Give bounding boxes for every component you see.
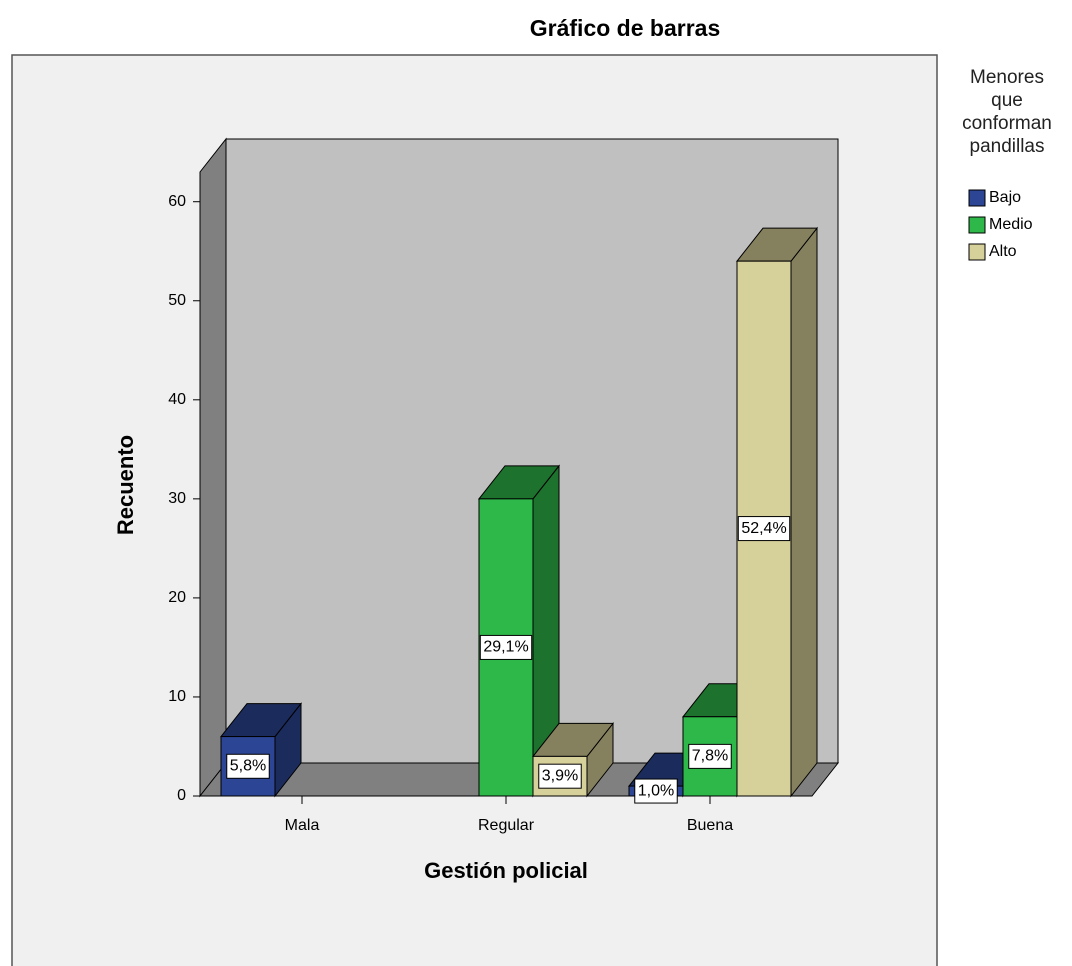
- legend-label: Medio: [989, 216, 1033, 233]
- legend-swatch: [968, 189, 986, 207]
- x-axis-title: Gestión policial: [424, 858, 588, 883]
- data-label: 7,8%: [688, 743, 732, 769]
- y-axis-title: Recuento: [113, 435, 138, 535]
- data-label-box: [634, 778, 678, 804]
- data-label-box: [479, 634, 533, 660]
- data-label: 52,4%: [737, 516, 791, 542]
- data-label-text: 3,9%: [542, 767, 578, 784]
- y-tick-label: 30: [168, 490, 186, 507]
- data-label-text: 5,8%: [230, 758, 266, 775]
- data-label-text: 52,4%: [741, 520, 786, 537]
- data-label-text: 7,8%: [692, 748, 728, 765]
- legend-title: Menores que conforman pandillas: [962, 67, 1052, 157]
- data-label-text: 29,1%: [483, 639, 528, 656]
- legend-label: Alto: [989, 243, 1017, 260]
- data-label: 1,0%: [634, 778, 678, 804]
- data-label-box: [226, 753, 270, 779]
- data-label: 5,8%: [226, 753, 270, 779]
- y-tick-label: 40: [168, 391, 186, 408]
- side-wall: [199, 137, 227, 798]
- bar-side: [790, 226, 818, 798]
- legend-swatch: [968, 216, 986, 234]
- data-label: 29,1%: [479, 634, 533, 660]
- y-tick-label: 20: [168, 589, 186, 606]
- x-tick-label: Regular: [478, 817, 535, 834]
- data-label: 3,9%: [538, 763, 582, 789]
- data-label-box: [737, 516, 791, 542]
- data-label-text: 1,0%: [638, 782, 674, 799]
- y-tick-label: 60: [168, 193, 186, 210]
- x-tick-label: Buena: [687, 817, 733, 834]
- legend-swatch: [968, 243, 986, 261]
- y-tick-label: 10: [168, 688, 186, 705]
- y-tick-label: 50: [168, 292, 186, 309]
- chart-title: Gráfico de barras: [530, 15, 720, 41]
- legend-label: Bajo: [989, 189, 1021, 206]
- x-tick-label: Mala: [285, 817, 320, 834]
- y-tick-label: 0: [177, 787, 186, 804]
- data-label-box: [538, 763, 582, 789]
- data-label-box: [688, 743, 732, 769]
